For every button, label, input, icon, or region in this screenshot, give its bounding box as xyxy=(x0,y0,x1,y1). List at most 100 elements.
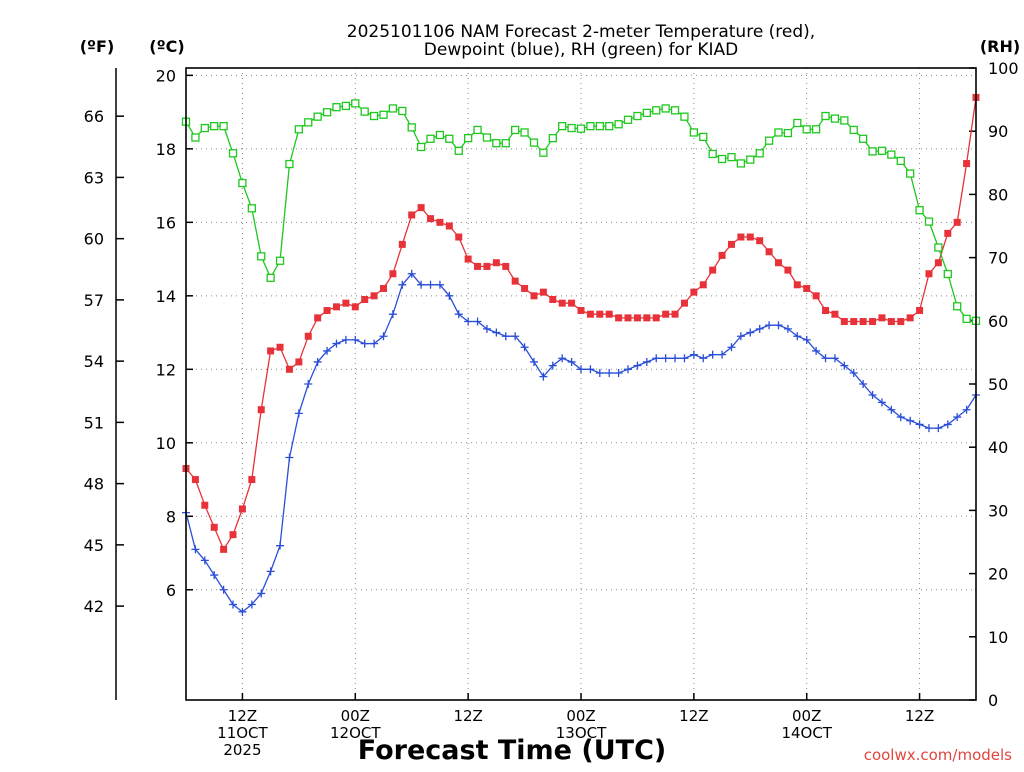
dewpoint-point xyxy=(680,354,689,363)
temperature-point xyxy=(765,248,773,256)
dewpoint-point xyxy=(304,380,313,388)
time-tick-label: 00Z xyxy=(566,707,595,725)
rh-point xyxy=(369,111,379,121)
dewpoint-point xyxy=(323,346,332,355)
temperature-point xyxy=(831,310,839,318)
temperature-point xyxy=(822,307,830,315)
temperature-point xyxy=(869,318,877,326)
temperature-point xyxy=(878,314,886,322)
fahrenheit-tick-label: 51 xyxy=(84,413,104,432)
rh-tick-label: 20 xyxy=(988,565,1008,584)
temperature-point xyxy=(709,266,717,274)
fahrenheit-tick-label: 66 xyxy=(84,107,104,126)
dewpoint-point xyxy=(887,405,896,414)
fahrenheit-tick-label: 60 xyxy=(84,230,104,249)
temperature-point xyxy=(643,314,651,322)
rh-point xyxy=(915,206,924,215)
temperature-point xyxy=(756,237,764,245)
rh-point xyxy=(463,134,473,143)
temperature-point xyxy=(718,251,726,259)
rh-point xyxy=(360,107,369,116)
fahrenheit-unit-label: (ºF) xyxy=(80,37,115,56)
dewpoint-point xyxy=(765,321,774,330)
dewpoint-point xyxy=(812,346,821,355)
dewpoint-point xyxy=(558,354,567,363)
rh-point xyxy=(416,142,426,152)
fahrenheit-axis: 42 45 48 51 54 57 60 63 66 xyxy=(84,107,124,616)
rh-tick-label: 0 xyxy=(988,691,998,710)
temperature-point xyxy=(229,531,237,539)
dewpoint-point xyxy=(379,332,388,341)
rh-point xyxy=(877,146,887,155)
rh-point xyxy=(661,104,670,113)
dewpoint-point xyxy=(661,354,670,363)
rh-point xyxy=(755,149,764,158)
dewpoint-point xyxy=(614,368,623,377)
rh-point xyxy=(793,118,802,128)
x-axis-title: Forecast Time (UTC) xyxy=(358,735,666,766)
rh-point xyxy=(746,155,755,164)
rh-tick-label: 70 xyxy=(988,249,1008,268)
temperature-point xyxy=(445,222,453,230)
rh-point xyxy=(266,273,275,282)
rh-point xyxy=(811,125,821,134)
credit-label: coolwx.com/models xyxy=(864,746,1012,764)
temperature-point xyxy=(267,347,275,355)
rh-point xyxy=(896,156,905,166)
rh-point xyxy=(445,134,454,143)
temperature-point xyxy=(690,288,698,296)
temperature-point xyxy=(464,255,472,263)
temperature-point xyxy=(389,270,397,278)
dewpoint-point xyxy=(473,317,482,326)
dewpoint-point xyxy=(454,310,463,319)
rh-point xyxy=(228,149,238,158)
temperature-point xyxy=(652,314,660,322)
dewpoint-point xyxy=(238,607,247,616)
temperature-point xyxy=(408,211,416,219)
rh-point xyxy=(953,302,962,311)
dewpoint-point xyxy=(840,361,849,370)
dewpoint-point xyxy=(793,332,802,341)
temperature-point xyxy=(812,292,820,300)
temperature-point xyxy=(436,218,444,226)
dewpoint-point xyxy=(868,391,877,400)
celsius-tick-label: 14 xyxy=(156,287,176,306)
temperature-point xyxy=(850,318,858,326)
temperature-point xyxy=(586,310,594,318)
dewpoint-point xyxy=(398,280,407,289)
time-tick-label: 12Z xyxy=(905,707,934,725)
dewpoint-point xyxy=(341,335,350,344)
rh-point xyxy=(482,133,492,142)
plot-frame xyxy=(185,67,977,701)
dewpoint-point xyxy=(708,350,717,359)
temperature-point xyxy=(455,233,463,241)
temperature-point xyxy=(530,292,538,300)
temperature-point xyxy=(558,299,566,307)
celsius-tick-label: 10 xyxy=(156,434,176,453)
dewpoint-point xyxy=(529,357,538,366)
rh-point xyxy=(783,128,793,138)
temperature-point xyxy=(314,314,322,322)
rh-point xyxy=(558,121,567,131)
dewpoint-point xyxy=(859,380,868,388)
temperature-point xyxy=(210,523,218,531)
temperature-point xyxy=(332,303,340,311)
temperature-point xyxy=(784,266,792,274)
temperature-point xyxy=(963,160,971,168)
celsius-tick-label: 16 xyxy=(156,213,176,232)
rh-point xyxy=(473,125,482,135)
dewpoint-point xyxy=(671,354,680,363)
temperature-point xyxy=(483,262,491,270)
rh-point xyxy=(219,121,228,131)
rh-point xyxy=(576,124,586,133)
time-tick-label: 12Z xyxy=(228,707,257,725)
rh-point xyxy=(614,120,623,129)
temperature-point xyxy=(238,505,246,513)
dewpoint-point xyxy=(849,368,858,377)
dewpoint-point xyxy=(276,541,285,550)
dewpoint-point xyxy=(624,365,633,374)
dewpoint-point xyxy=(360,339,369,348)
temperature-point xyxy=(342,299,350,307)
temperature-point xyxy=(351,303,359,311)
temperature-point xyxy=(699,281,707,289)
